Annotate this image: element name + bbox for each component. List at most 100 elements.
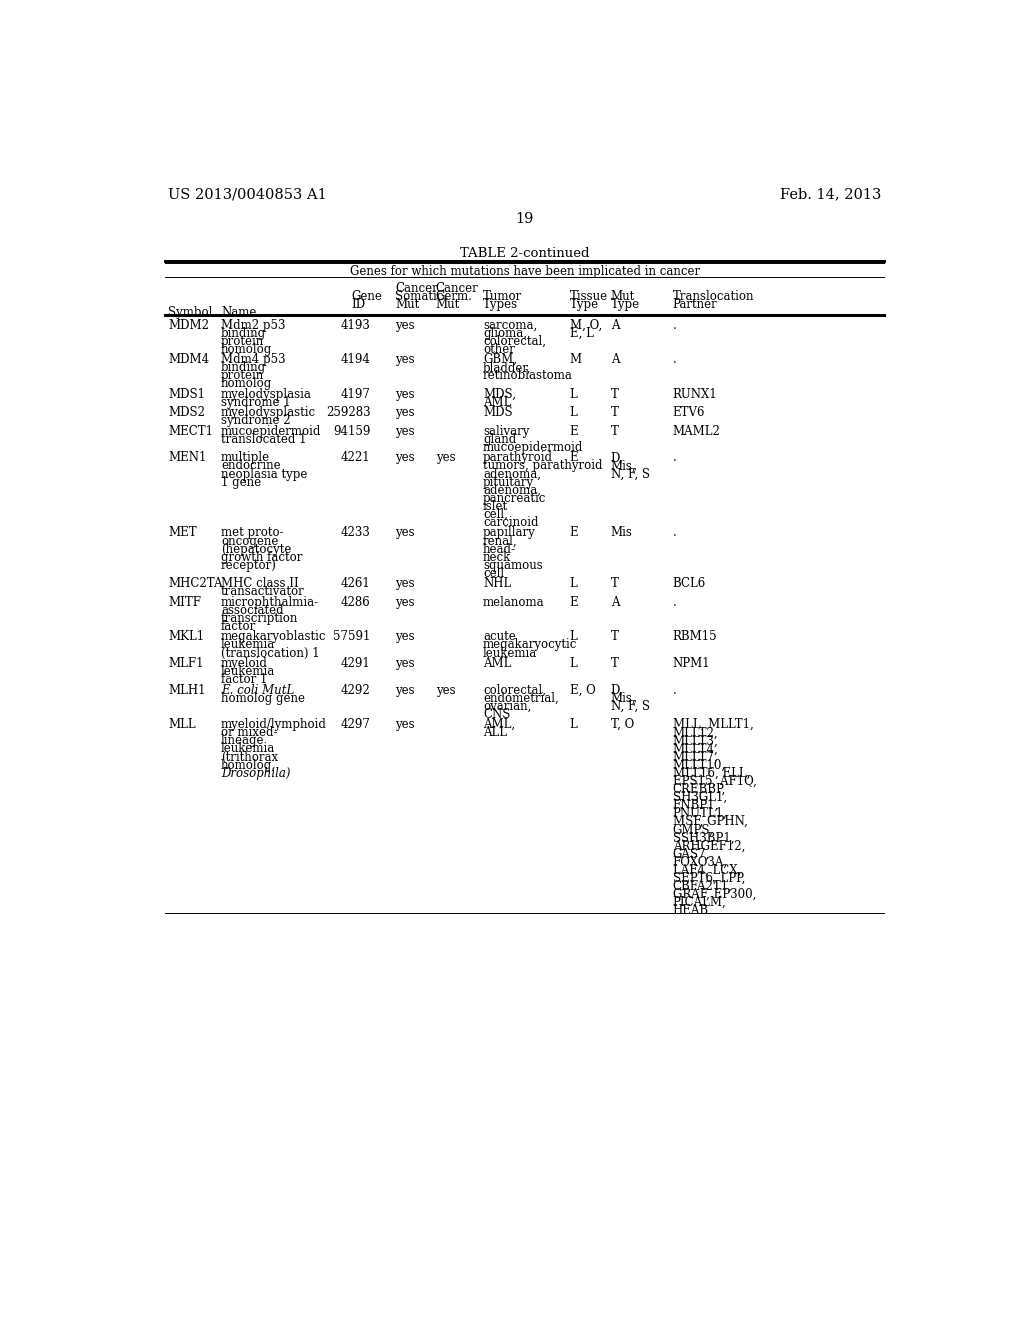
Text: salivary: salivary xyxy=(483,425,529,438)
Text: SEPT6, LPP,: SEPT6, LPP, xyxy=(673,871,745,884)
Text: transactivator: transactivator xyxy=(221,585,305,598)
Text: FOXO3A,: FOXO3A, xyxy=(673,855,728,869)
Text: ALL: ALL xyxy=(483,726,507,739)
Text: MDS2: MDS2 xyxy=(168,407,205,420)
Text: endometrial,: endometrial, xyxy=(483,692,559,705)
Text: homolog,: homolog, xyxy=(221,759,276,772)
Text: MLLT7,: MLLT7, xyxy=(673,751,719,763)
Text: head-: head- xyxy=(483,543,516,556)
Text: MDM4: MDM4 xyxy=(168,354,210,366)
Text: Drosophila): Drosophila) xyxy=(221,767,291,780)
Text: papillary: papillary xyxy=(483,527,536,540)
Text: yes: yes xyxy=(395,631,415,643)
Text: T: T xyxy=(611,407,618,420)
Text: 4221: 4221 xyxy=(341,451,371,465)
Text: pancreatic: pancreatic xyxy=(483,492,547,504)
Text: 4193: 4193 xyxy=(341,318,371,331)
Text: BCL6: BCL6 xyxy=(673,577,707,590)
Text: MLLT4,: MLLT4, xyxy=(673,742,719,755)
Text: homolog: homolog xyxy=(221,378,272,391)
Text: N, F, S: N, F, S xyxy=(611,700,650,713)
Text: endocrine: endocrine xyxy=(221,459,281,473)
Text: cell,: cell, xyxy=(483,508,508,521)
Text: leukemia: leukemia xyxy=(221,742,275,755)
Text: factor: factor xyxy=(221,620,256,634)
Text: MLL, MLLT1,: MLL, MLLT1, xyxy=(673,718,754,731)
Text: HEAB: HEAB xyxy=(673,904,709,917)
Text: Types: Types xyxy=(483,298,518,310)
Text: MECT1: MECT1 xyxy=(168,425,213,438)
Text: .: . xyxy=(673,354,677,366)
Text: Partner: Partner xyxy=(673,298,718,310)
Text: L: L xyxy=(569,631,578,643)
Text: adenoma,: adenoma, xyxy=(483,467,541,480)
Text: US 2013/0040853 A1: US 2013/0040853 A1 xyxy=(168,187,327,202)
Text: other: other xyxy=(483,343,515,356)
Text: .: . xyxy=(673,527,677,540)
Text: FNBP1,: FNBP1, xyxy=(673,799,719,812)
Text: T, O: T, O xyxy=(611,718,634,731)
Text: growth factor: growth factor xyxy=(221,550,302,564)
Text: parathyroid: parathyroid xyxy=(483,451,553,465)
Text: neck: neck xyxy=(483,550,511,564)
Text: homolog gene: homolog gene xyxy=(221,692,305,705)
Text: MDS: MDS xyxy=(483,407,513,420)
Text: met proto-: met proto- xyxy=(221,527,284,540)
Text: MHC class II: MHC class II xyxy=(221,577,299,590)
Text: Tissue: Tissue xyxy=(569,289,608,302)
Text: E: E xyxy=(569,595,579,609)
Text: ARHGEF12,: ARHGEF12, xyxy=(673,840,745,853)
Text: Mut: Mut xyxy=(435,298,460,310)
Text: pituitary: pituitary xyxy=(483,475,535,488)
Text: PNUTL1,: PNUTL1, xyxy=(673,807,728,820)
Text: yes: yes xyxy=(395,718,415,731)
Text: MITF: MITF xyxy=(168,595,202,609)
Text: ID: ID xyxy=(351,298,366,310)
Text: 4194: 4194 xyxy=(341,354,371,366)
Text: yes: yes xyxy=(395,657,415,671)
Text: MLLT3,: MLLT3, xyxy=(673,734,719,747)
Text: islet: islet xyxy=(483,500,508,513)
Text: colorectal,: colorectal, xyxy=(483,684,546,697)
Text: 19: 19 xyxy=(516,213,534,226)
Text: D,: D, xyxy=(611,451,624,465)
Text: Symbol: Symbol xyxy=(168,306,213,319)
Text: L: L xyxy=(569,657,578,671)
Text: L: L xyxy=(569,577,578,590)
Text: transcription: transcription xyxy=(221,612,298,624)
Text: retinoblastoma: retinoblastoma xyxy=(483,370,572,383)
Text: megakaryocytic: megakaryocytic xyxy=(483,639,578,652)
Text: T: T xyxy=(611,657,618,671)
Text: associated: associated xyxy=(221,603,284,616)
Text: MLF1: MLF1 xyxy=(168,657,204,671)
Text: T: T xyxy=(611,577,618,590)
Text: T: T xyxy=(611,425,618,438)
Text: Genes for which mutations have been implicated in cancer: Genes for which mutations have been impl… xyxy=(350,264,699,277)
Text: MLL: MLL xyxy=(168,718,196,731)
Text: GRAF, EP300,: GRAF, EP300, xyxy=(673,888,756,902)
Text: yes: yes xyxy=(395,354,415,366)
Text: yes: yes xyxy=(395,407,415,420)
Text: MET: MET xyxy=(168,527,197,540)
Text: 1 gene: 1 gene xyxy=(221,475,261,488)
Text: neoplasia type: neoplasia type xyxy=(221,467,307,480)
Text: A: A xyxy=(611,354,620,366)
Text: yes: yes xyxy=(395,595,415,609)
Text: (trithorax: (trithorax xyxy=(221,751,279,763)
Text: M: M xyxy=(569,354,582,366)
Text: protein: protein xyxy=(221,370,264,383)
Text: .: . xyxy=(673,595,677,609)
Text: 57591: 57591 xyxy=(333,631,371,643)
Text: AML: AML xyxy=(483,657,511,671)
Text: AML,: AML, xyxy=(483,718,515,731)
Text: yes: yes xyxy=(395,577,415,590)
Text: Mdm2 p53: Mdm2 p53 xyxy=(221,318,286,331)
Text: acute: acute xyxy=(483,631,516,643)
Text: myelodysplasia: myelodysplasia xyxy=(221,388,312,401)
Text: NPM1: NPM1 xyxy=(673,657,711,671)
Text: yes: yes xyxy=(395,388,415,401)
Text: mucoepidermoid: mucoepidermoid xyxy=(483,441,584,454)
Text: GBM,: GBM, xyxy=(483,354,517,366)
Text: Type: Type xyxy=(611,298,640,310)
Text: myelodysplastic: myelodysplastic xyxy=(221,407,316,420)
